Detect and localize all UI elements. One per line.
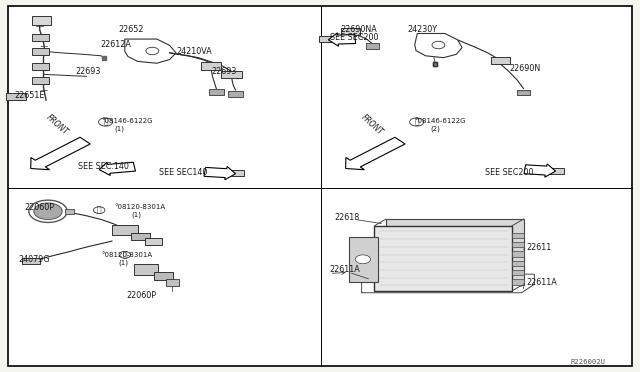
Text: SEE SEC200: SEE SEC200 <box>330 33 378 42</box>
Polygon shape <box>31 137 90 170</box>
Text: 22611A: 22611A <box>526 278 557 286</box>
Bar <box>228 91 243 97</box>
Bar <box>32 34 49 41</box>
Text: SEE SEC.140: SEE SEC.140 <box>78 162 129 171</box>
Text: 24079G: 24079G <box>18 255 49 264</box>
Text: (1): (1) <box>131 212 141 218</box>
Bar <box>22 258 40 264</box>
Bar <box>491 57 510 64</box>
Polygon shape <box>204 167 236 180</box>
Bar <box>209 89 224 95</box>
Bar <box>32 63 49 70</box>
Bar <box>512 261 524 266</box>
Bar <box>65 209 74 214</box>
Text: FRONT: FRONT <box>45 113 70 137</box>
Bar <box>154 272 173 280</box>
Bar <box>512 270 524 275</box>
Bar <box>32 16 51 25</box>
Bar <box>221 71 242 78</box>
Text: 22060P: 22060P <box>24 203 54 212</box>
Bar <box>349 237 378 282</box>
Text: °08146-6122G: °08146-6122G <box>415 118 466 124</box>
Polygon shape <box>99 162 136 176</box>
Bar <box>134 264 158 275</box>
Text: SEE SEC200: SEE SEC200 <box>485 168 534 177</box>
Text: Ⓑ: Ⓑ <box>414 118 419 126</box>
Bar <box>319 36 334 42</box>
Circle shape <box>432 41 445 49</box>
Text: 22652: 22652 <box>118 25 144 33</box>
Text: 22651E: 22651E <box>14 91 44 100</box>
Text: °08146-6122G: °08146-6122G <box>101 118 152 124</box>
Bar <box>131 232 150 240</box>
Text: 22618: 22618 <box>334 213 359 222</box>
Bar <box>512 279 524 285</box>
Bar <box>549 168 564 174</box>
Polygon shape <box>524 164 556 177</box>
Bar <box>341 28 360 35</box>
Text: 22612A: 22612A <box>100 39 131 48</box>
Text: 22693: 22693 <box>211 67 237 76</box>
Text: 24230Y: 24230Y <box>407 25 437 33</box>
Bar <box>512 242 524 247</box>
Circle shape <box>34 203 62 219</box>
Text: 24210VA: 24210VA <box>176 47 212 56</box>
Circle shape <box>146 47 159 55</box>
Bar <box>374 226 512 291</box>
Text: 22690NA: 22690NA <box>340 25 377 33</box>
Bar <box>512 251 524 257</box>
Text: R226002U: R226002U <box>571 359 606 365</box>
Text: (1): (1) <box>114 125 124 132</box>
Bar <box>166 279 179 286</box>
Bar <box>201 62 221 70</box>
Text: Ⓑ: Ⓑ <box>103 118 108 126</box>
Bar <box>6 93 26 100</box>
Bar <box>32 77 49 84</box>
Text: 22690N: 22690N <box>509 64 541 73</box>
Text: Ⓑ: Ⓑ <box>122 250 127 259</box>
Text: FRONT: FRONT <box>360 113 385 137</box>
Text: 22060P: 22060P <box>127 291 157 299</box>
Text: 22611A: 22611A <box>330 265 360 274</box>
Text: Ⓑ: Ⓑ <box>97 206 102 215</box>
Text: °08120-8301A: °08120-8301A <box>101 253 152 259</box>
Bar <box>112 225 138 235</box>
Circle shape <box>355 255 371 264</box>
Text: (1): (1) <box>118 260 129 266</box>
Text: 22611: 22611 <box>526 243 551 252</box>
Bar <box>229 170 244 176</box>
Polygon shape <box>346 137 405 170</box>
Text: 22693: 22693 <box>76 67 101 76</box>
Bar <box>512 233 524 238</box>
Bar <box>145 238 162 245</box>
Text: (2): (2) <box>430 125 440 132</box>
Bar <box>516 90 531 95</box>
Bar <box>365 44 380 49</box>
Bar <box>32 48 49 55</box>
Bar <box>386 219 524 284</box>
Text: °08120-8301A: °08120-8301A <box>114 204 165 210</box>
Polygon shape <box>328 33 356 46</box>
Text: SEE SEC140: SEE SEC140 <box>159 168 207 177</box>
